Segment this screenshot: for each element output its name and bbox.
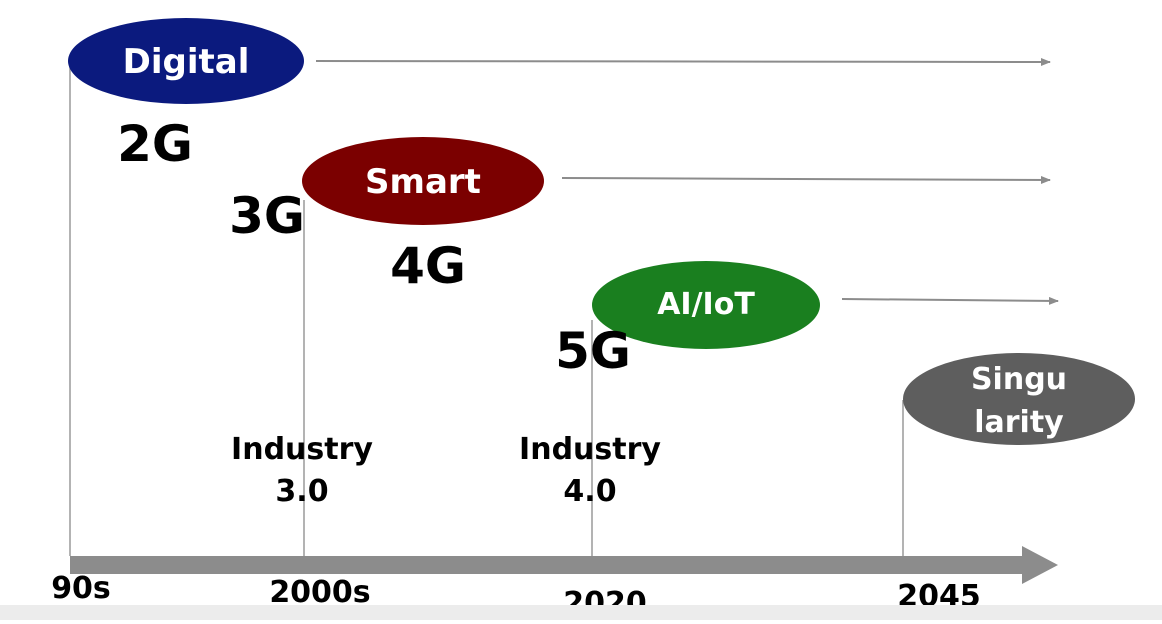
era-singularity-label-line1: Singu xyxy=(971,362,1067,397)
industry-3-line2: 3.0 xyxy=(275,474,328,509)
bottom-strip xyxy=(0,605,1162,620)
generation-5g: 5G xyxy=(555,322,631,380)
tick-90s: 90s xyxy=(51,571,111,606)
era-arrow-digital xyxy=(315,57,1051,66)
era-singularity-ellipse xyxy=(903,353,1135,445)
tick-2000s: 2000s xyxy=(269,575,370,610)
industry-3-line1: Industry xyxy=(231,432,373,467)
era-smart-label: Smart xyxy=(365,162,481,202)
timeline-arrowhead xyxy=(1022,546,1058,584)
generation-3g: 3G xyxy=(229,187,305,245)
era-digital-ellipse xyxy=(68,18,304,104)
industry-4-line1: Industry xyxy=(519,432,661,467)
era-arrow-ai-iot xyxy=(841,296,1059,305)
era-singularity-label-line2: larity xyxy=(974,405,1064,440)
era-ai-iot-label: AI/IoT xyxy=(657,287,755,322)
era-smart-ellipse xyxy=(302,137,544,225)
timeline-axis xyxy=(70,556,1025,574)
era-ai-iot-ellipse xyxy=(592,261,820,349)
industry-4-line2: 4.0 xyxy=(563,474,616,509)
generation-4g: 4G xyxy=(390,237,466,295)
generation-2g: 2G xyxy=(117,115,193,173)
era-arrow-smart xyxy=(561,175,1051,184)
era-digital-label: Digital xyxy=(123,42,250,82)
